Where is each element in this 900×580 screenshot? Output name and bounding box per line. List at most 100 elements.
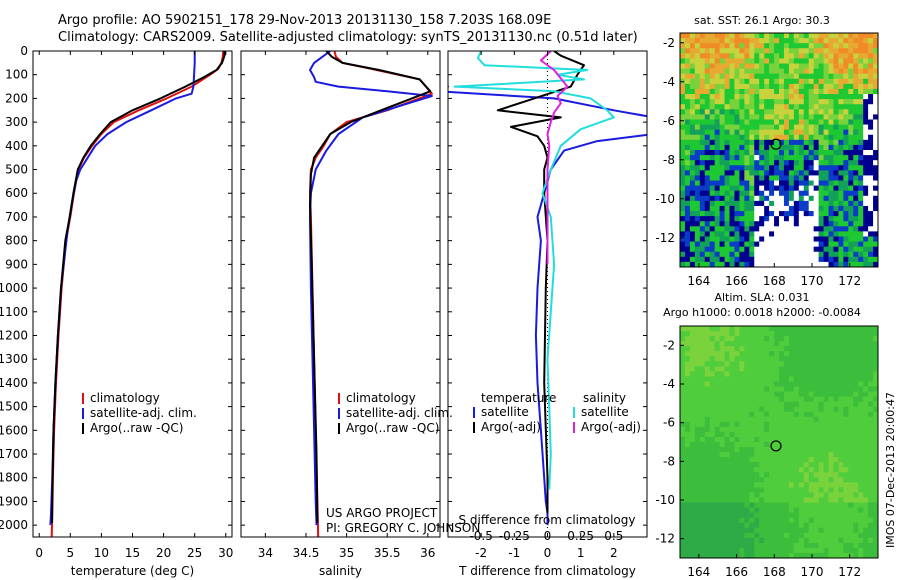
sla-map-cell [759,502,765,508]
sst-map-cell [833,94,839,100]
sla-map-cell [873,351,879,357]
sst-map-cell [838,124,844,131]
sst-map-cell [684,261,691,268]
sla-map-cell [873,537,879,544]
sst-map-cell [729,48,735,54]
sla-map-cell [808,527,815,534]
sla-map-cell [808,542,815,549]
sla-map-cell [793,401,800,408]
sst-map-cell [719,160,725,166]
sla-map-cell [808,411,815,418]
sla-map-cell [769,532,775,539]
sla-map-cell [704,371,711,377]
sla-map-cell [818,376,824,382]
sla-map-cell [788,442,795,448]
sla-map-cell [764,542,770,549]
sst-map-cell [694,83,701,90]
sla-map-cell [823,386,829,392]
sst-map-cell [838,73,844,80]
sst-map-cell [744,246,750,253]
sla-map-cell [749,522,755,529]
sst-map-cell [853,124,859,131]
sla-map-cell [744,457,750,463]
sst-map-cell [873,53,879,59]
sla-map-cell [764,401,770,408]
sla-map-cell [719,386,725,392]
sst-map-cell [724,48,730,54]
sla-map-cell [759,341,765,347]
sst-map-cell [694,211,701,217]
sla-map-cell [724,542,730,549]
sla-map-cell [764,507,770,514]
sst-map-cell [828,216,834,222]
sst-map-cell [868,68,874,75]
sla-map-cell [699,361,706,367]
sst-map-cell [754,150,760,156]
sst-map-cell [828,94,834,100]
sst-map-cell [739,165,745,171]
sla-map-cell [739,396,745,403]
sla-map-cell [793,552,800,559]
sla-map-cell [709,366,716,372]
sla-map-cell [709,552,716,559]
sla-map-cell [853,542,859,549]
sla-map-cell [734,401,740,408]
sla-map-cell [818,507,824,514]
sst-map-cell [803,241,810,248]
sst-map-cell [714,33,720,39]
sst-map-cell [709,170,716,176]
sst-map-cell [838,114,844,120]
sst-map-cell [798,195,805,202]
sst-map-cell [774,63,780,70]
sst-map-cell [783,226,790,232]
sst-map-cell [833,205,839,212]
sst-map-cell [749,165,755,171]
sla-map-cell [684,477,691,483]
sst-map-cell [729,139,735,146]
sla-map-cell [873,391,879,398]
sla-map-cell [724,497,730,503]
sst-map-cell [709,58,716,64]
sst-map-cell [793,104,800,110]
sst-map-cell [754,83,760,90]
sst-map-cell [744,53,750,59]
sst-map-cell [729,144,735,151]
sst-map-cell [719,43,725,49]
sst-map-cell [724,124,730,131]
sst-map-cell [788,226,795,232]
sla-map-cell [684,331,691,337]
sla-map-cell [868,517,874,524]
sst-map-cell [868,241,874,248]
sla-map-cell [734,467,740,473]
sst-map-cell [739,251,745,258]
sst-map-cell [838,160,844,166]
sla-map-cell [813,366,819,372]
sst-map-cell [749,48,755,54]
sla-map-cell [833,376,839,382]
sst-map-cell [709,205,716,212]
sst-map-cell [818,48,824,54]
sla-map-cell [680,472,686,478]
sst-map-cell [868,48,874,54]
sla-map-cell [724,371,730,377]
sla-map-cell [788,547,795,554]
sst-map-cell [689,144,696,151]
sla-map-cell [754,477,760,483]
sla-map-cell [689,507,696,514]
sla-map-cell [714,386,720,392]
sla-map-cell [828,482,834,488]
sla-map-cell [783,386,790,392]
sst-map-cell [788,241,795,248]
sla-map-cell [848,547,854,554]
sst-map-cell [694,216,701,222]
sla-map-cell [818,411,824,418]
sst-map-cell [699,195,706,202]
sla-map-cell [838,467,844,473]
sla-map-cell [783,512,790,519]
sst-map-cell [680,170,686,176]
sst-map-cell [769,160,775,166]
sla-map-cell [759,376,765,382]
sst-map-cell [833,68,839,75]
sla-map-cell [779,462,785,468]
sst-map-cell [689,63,696,70]
